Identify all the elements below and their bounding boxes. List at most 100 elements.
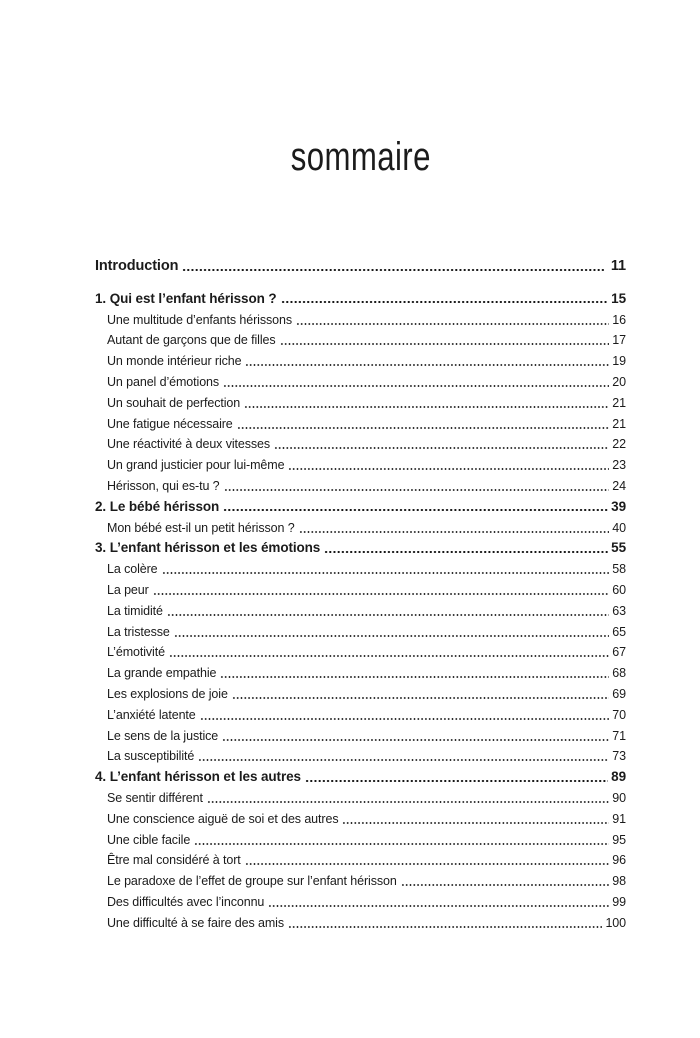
dot-leader	[161, 559, 610, 580]
toc-row: Se sentir différent 90	[95, 787, 626, 809]
toc-entry-page: 20	[612, 374, 626, 389]
toc-row: Un panel d’émotions 20	[95, 371, 626, 393]
toc-entry-page: 21	[612, 416, 626, 431]
toc-list: Introduction 11 1. Qui est l’enfant hériss…	[95, 256, 626, 934]
toc-entry-label: La susceptibilité	[107, 749, 195, 764]
dot-leader	[166, 600, 610, 622]
toc-entry-label: Être mal considéré à tort	[107, 853, 241, 868]
toc-entry-page: 69	[612, 686, 626, 701]
toc-entry-page: 21	[612, 395, 626, 410]
dot-leader	[288, 455, 610, 476]
toc-row: Introduction 11	[95, 256, 626, 277]
toc-entry-page: 70	[612, 707, 626, 722]
toc-row: La susceptibilité 73	[95, 746, 626, 768]
toc-entry-label: 2. Le bébé hérisson	[95, 498, 220, 514]
dot-leader	[279, 330, 610, 352]
toc-entry-label: Les explosions de joie	[107, 686, 228, 701]
toc-entry-page: 11	[610, 258, 626, 274]
dot-leader	[220, 663, 610, 684]
toc-row: 4. L’enfant hérisson et les autres 89	[95, 767, 626, 788]
toc-entry-page: 19	[612, 354, 626, 369]
dot-leader	[152, 579, 610, 601]
toc-entry-page: 100	[605, 915, 626, 930]
toc-entry-label: 1. Qui est l’enfant hérisson ?	[95, 290, 277, 306]
toc-entry-label: La peur	[107, 582, 149, 597]
toc-entry-page: 71	[612, 728, 626, 743]
toc-entry-label: 3. L’enfant hérisson et les émotions	[95, 540, 321, 556]
toc-row: Une cible facile 95	[95, 829, 626, 851]
toc-row: Les explosions de joie 69	[95, 683, 626, 705]
dot-leader	[280, 288, 609, 310]
dot-leader	[173, 621, 610, 643]
dot-leader	[199, 704, 610, 726]
toc-row: L’émotivité 67	[95, 642, 626, 664]
toc-entry-label: L’émotivité	[107, 645, 165, 660]
toc-row: Un souhait de perfection 21	[95, 392, 626, 414]
toc-row: Une conscience aiguë de soi et des autre…	[95, 808, 626, 830]
toc-entry-label: La colère	[107, 562, 158, 577]
toc-row: La peur 60	[95, 579, 626, 601]
toc-entry-label: Se sentir différent	[107, 790, 203, 805]
toc-row: Une multitude d’enfants hérissons 16	[95, 309, 626, 331]
dot-leader	[298, 517, 610, 539]
toc-entry-label: Une cible facile	[107, 832, 191, 847]
toc-entry-page: 23	[612, 458, 626, 473]
toc-entry-page: 58	[612, 562, 626, 577]
dot-leader	[168, 642, 610, 664]
dot-leader	[194, 829, 610, 851]
toc-row: Être mal considéré à tort 96	[95, 850, 626, 872]
dot-leader	[304, 767, 609, 788]
toc-entry-page: 68	[612, 666, 626, 681]
dot-leader	[274, 434, 610, 456]
toc-entry-page: 65	[612, 624, 626, 639]
toc-entry-page: 55	[611, 540, 626, 556]
toc-row: L’anxiété latente 70	[95, 704, 626, 726]
toc-entry-label: Une multitude d’enfants hérissons	[107, 312, 292, 327]
toc-row: Un monde intérieur riche 19	[95, 351, 626, 372]
toc-entry-label: La tristesse	[107, 624, 170, 639]
dot-leader	[268, 891, 610, 913]
toc-entry-page: 60	[612, 582, 626, 597]
dot-leader	[222, 725, 610, 747]
toc-entry-label: Un panel d’émotions	[107, 374, 220, 389]
toc-row: Le sens de la justice 71	[95, 725, 626, 747]
dot-leader	[223, 475, 610, 497]
toc-entry-page: 24	[612, 478, 626, 493]
dot-leader	[400, 871, 610, 892]
toc-entry-page: 40	[612, 520, 626, 535]
book-page: sommaire Introduction 11 1. Qui est l’enfa…	[95, 0, 626, 934]
toc-entry-page: 22	[612, 437, 626, 452]
toc-entry-label: Hérisson, qui es-tu ?	[107, 478, 220, 493]
toc-row: Une réactivité à deux vitesses 22	[95, 434, 626, 456]
toc-row: Le paradoxe de l’effet de groupe sur l’e…	[95, 871, 626, 892]
toc-row: La colère 58	[95, 559, 626, 580]
toc-entry-label: Un grand justicier pour lui-même	[107, 458, 285, 473]
toc-entry-page: 15	[611, 290, 626, 306]
toc-entry-label: 4. L’enfant hérisson et les autres	[95, 769, 301, 785]
dot-leader	[245, 351, 610, 372]
toc-row: Un grand justicier pour lui-même 23	[95, 455, 626, 476]
toc-entry-page: 63	[612, 603, 626, 618]
toc-entry-label: Une conscience aiguë de soi et des autre…	[107, 811, 339, 826]
toc-entry-label: Le sens de la justice	[107, 728, 219, 743]
toc-row: Une fatigue nécessaire 21	[95, 413, 626, 435]
dot-leader	[223, 496, 609, 518]
dot-leader	[296, 309, 610, 331]
dot-leader	[288, 912, 603, 934]
toc-entry-label: L’anxiété latente	[107, 707, 196, 722]
toc-row: 2. Le bébé hérisson 39	[95, 496, 626, 518]
toc-row: Une difficulté à se faire des amis 100	[95, 912, 626, 934]
toc-entry-page: 90	[612, 790, 626, 805]
toc-row: Mon bébé est-il un petit hérisson ? 40	[95, 517, 626, 539]
dot-leader	[244, 850, 610, 872]
dot-leader	[198, 746, 610, 768]
toc-entry-page: 95	[612, 832, 626, 847]
dot-leader	[223, 371, 610, 393]
toc-entry-page: 98	[612, 874, 626, 889]
toc-entry-page: 73	[612, 749, 626, 764]
toc-entry-label: Le paradoxe de l’effet de groupe sur l’e…	[107, 874, 397, 889]
toc-row: Hérisson, qui es-tu ? 24	[95, 475, 626, 497]
toc-entry-page: 89	[611, 769, 626, 785]
toc-entry-label: Une fatigue nécessaire	[107, 416, 233, 431]
toc-row: 3. L’enfant hérisson et les émotions 55	[95, 538, 626, 560]
